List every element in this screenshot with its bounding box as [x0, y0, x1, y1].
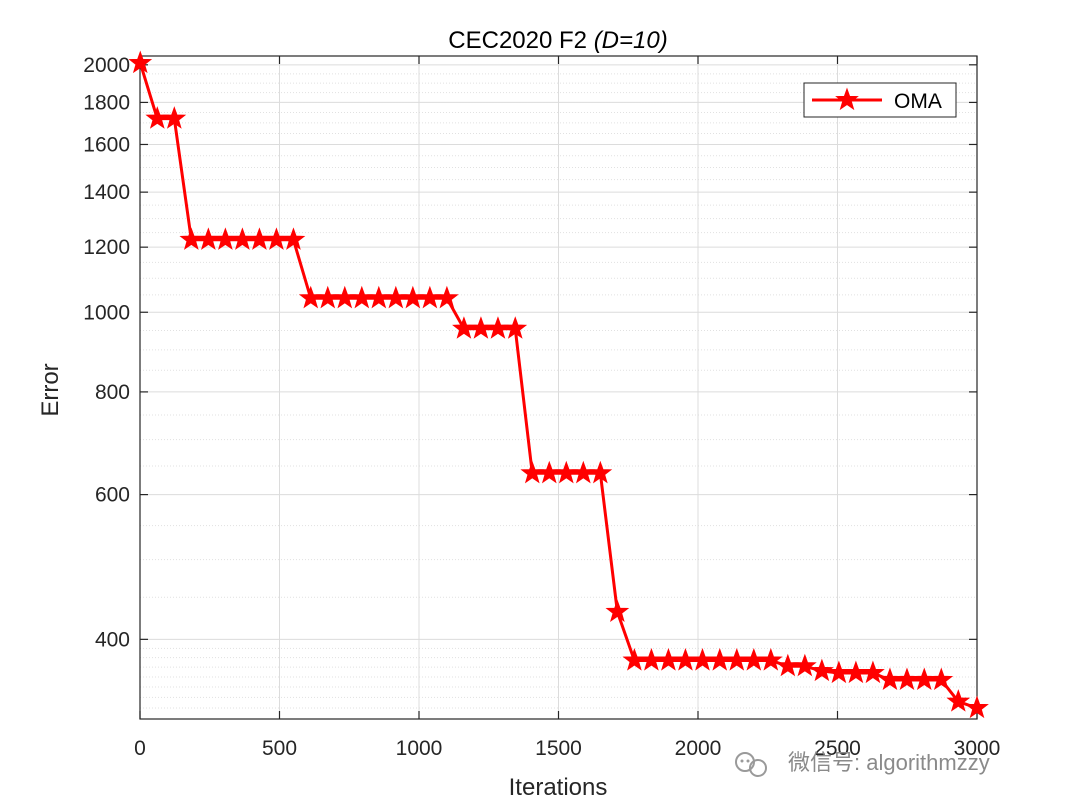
x-tick-label: 2000: [675, 737, 722, 760]
watermark-text: 微信号: algorithmzzy: [788, 750, 990, 775]
y-tick-label: 1400: [83, 181, 130, 204]
data-point-star: [810, 658, 834, 682]
y-tick-label: 600: [95, 484, 130, 507]
data-point-star: [281, 227, 306, 250]
data-point-star: [588, 460, 613, 484]
data-point-star: [792, 653, 817, 677]
y-axis-label: Error: [37, 363, 64, 416]
chart-title-italic: (D=10): [594, 27, 668, 54]
watermark: 微信号: algorithmzzy: [735, 750, 990, 777]
wechat-icon: [735, 752, 767, 777]
x-tick-label: 1500: [535, 737, 582, 760]
data-point-star: [128, 50, 153, 74]
x-tick-label: 0: [134, 737, 146, 760]
data-point-star: [946, 689, 971, 712]
data-point-star: [965, 695, 989, 719]
y-tick-label: 2000: [83, 54, 130, 77]
y-tick-label: 400: [95, 628, 130, 651]
legend-marker-star: [835, 87, 859, 111]
data-point-star: [435, 285, 459, 309]
axis-ticks: 0 500 1000 1500 2000 2500 3000 400 600 800 1000 120…: [83, 54, 1000, 760]
series-layer: [128, 50, 989, 719]
data-point-star: [758, 648, 783, 671]
chart-title: CEC2020 F2 (D=10): [448, 27, 667, 54]
chart-title-main: CEC2020 F2: [448, 27, 587, 54]
y-tick-label: 1000: [83, 301, 130, 324]
x-axis-label: Iterations: [509, 774, 608, 801]
x-tick-label: 2500: [814, 737, 861, 760]
legend: OMA: [803, 82, 957, 118]
grid: [139, 56, 978, 719]
x-tick-label: 3000: [954, 737, 1001, 760]
x-tick-label: 1000: [396, 737, 443, 760]
y-tick-label: 1600: [83, 133, 130, 156]
y-tick-label: 1800: [83, 91, 130, 114]
legend-label: OMA: [894, 90, 942, 113]
data-point-star: [162, 106, 187, 129]
y-tick-label: 1200: [83, 236, 130, 259]
data-point-star: [861, 660, 885, 684]
data-point-star: [503, 316, 528, 339]
y-tick-label: 800: [95, 381, 130, 404]
data-point-star: [605, 599, 630, 622]
data-point-star: [929, 667, 954, 691]
x-tick-label: 500: [262, 737, 297, 760]
